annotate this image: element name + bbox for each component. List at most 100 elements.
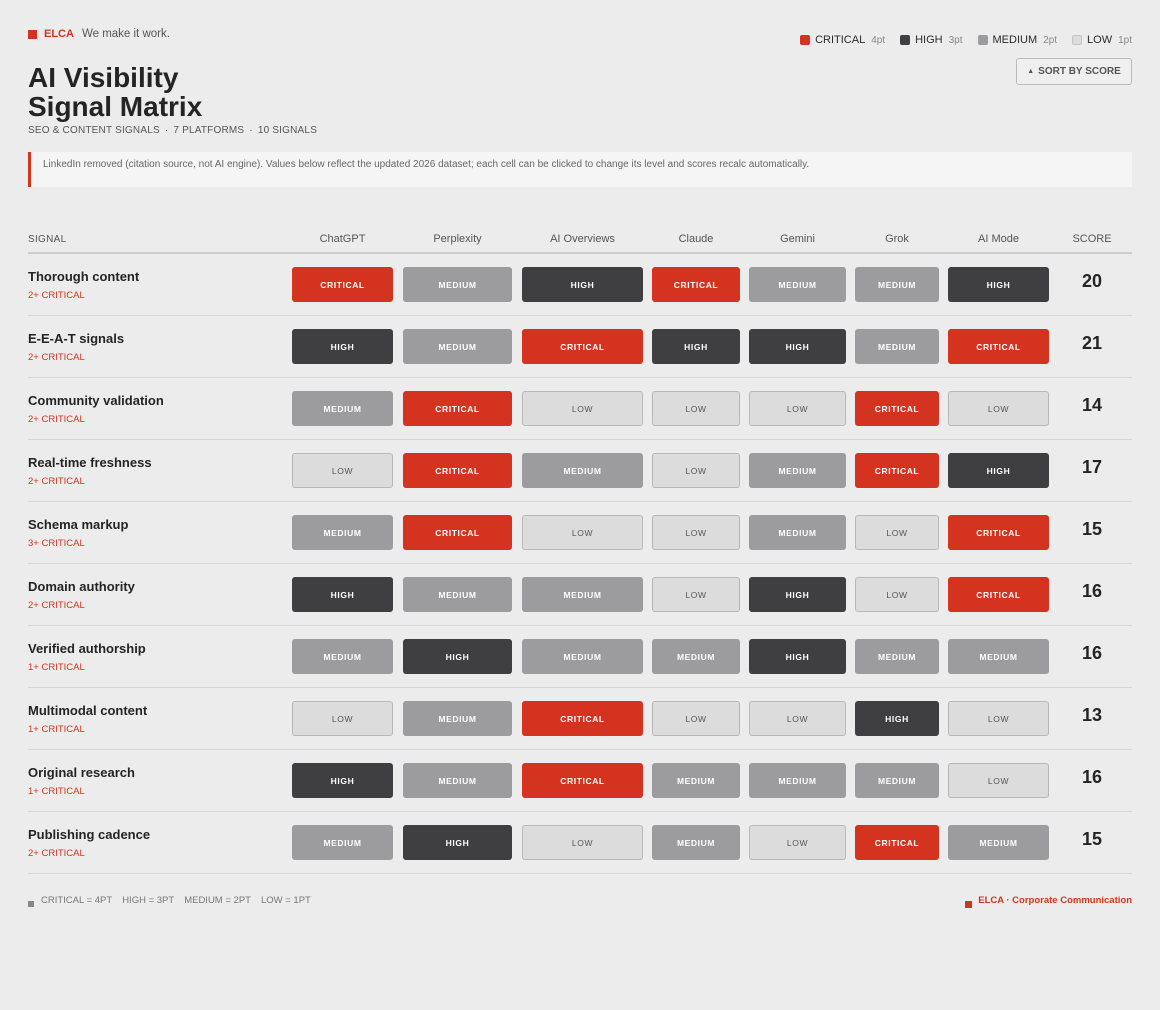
level-cell[interactable]: LOW [522,391,643,426]
legend-label: MEDIUM [992,34,1038,46]
signal-name: Publishing cadence [28,827,151,842]
level-cell[interactable]: MEDIUM [292,639,393,674]
table-body: Thorough content 2+ CRITICAL CRITICAL MEDIU… [28,254,1132,874]
signal-critical-count: 2+ CRITICAL [28,848,85,859]
level-cell[interactable]: HIGH [948,453,1049,488]
level-cell[interactable]: LOW [855,577,939,612]
level-cell[interactable]: LOW [652,701,740,736]
level-cell[interactable]: MEDIUM [948,825,1049,860]
level-cell[interactable]: CRITICAL [403,515,512,550]
legend-label: LOW [1087,34,1113,46]
level-cell[interactable]: MEDIUM [948,639,1049,674]
level-cell[interactable]: LOW [292,701,393,736]
footer-scale-square [28,901,34,907]
signal-score: 15 [1081,829,1103,849]
level-cell[interactable]: MEDIUM [403,577,512,612]
column-header-platform: Gemini [780,233,815,245]
level-cell[interactable]: LOW [652,391,740,426]
table-header: SIGNAL ChatGPT Perplexity AI Overviews Clau… [28,228,1132,254]
level-cell[interactable]: HIGH [403,825,512,860]
sort-by-score-button[interactable]: ▲ SORT BY SCORE [1016,58,1132,85]
level-cell[interactable]: MEDIUM [855,267,939,302]
level-cell[interactable]: MEDIUM [292,515,393,550]
level-cell[interactable]: HIGH [292,329,393,364]
level-cell[interactable]: HIGH [749,639,846,674]
brand-name: ELCA [44,28,74,40]
level-cell[interactable]: MEDIUM [749,515,846,550]
legend-item-high: HIGH 3pt [900,34,963,46]
column-header-platform: ChatGPT [319,233,366,245]
level-cell[interactable]: LOW [652,515,740,550]
level-cell[interactable]: LOW [652,453,740,488]
level-cell[interactable]: CRITICAL [948,515,1049,550]
level-cell[interactable]: HIGH [749,329,846,364]
level-cell[interactable]: MEDIUM [403,763,512,798]
level-cell[interactable]: CRITICAL [403,391,512,426]
level-cell[interactable]: LOW [292,453,393,488]
level-cell[interactable]: LOW [948,701,1049,736]
level-legend: CRITICAL 4pt HIGH 3pt MEDIUM 2pt LOW 1pt [785,34,1132,46]
legend-item-medium: MEDIUM 2pt [977,34,1057,46]
level-cell[interactable]: HIGH [749,577,846,612]
level-cell[interactable]: CRITICAL [403,453,512,488]
level-cell[interactable]: LOW [855,515,939,550]
level-cell[interactable]: LOW [522,825,643,860]
footer-credit-square [965,901,973,908]
level-cell[interactable]: CRITICAL [522,763,643,798]
level-cell[interactable]: CRITICAL [948,577,1049,612]
level-cell[interactable]: LOW [948,391,1049,426]
level-cell[interactable]: CRITICAL [855,391,939,426]
footer-credit: ELCA · Corporate Communication [965,893,1132,908]
level-cell[interactable]: CRITICAL [855,825,939,860]
level-cell[interactable]: MEDIUM [652,639,740,674]
level-cell[interactable]: MEDIUM [749,763,846,798]
sort-arrow-icon: ▲ [1027,68,1035,75]
level-cell[interactable]: MEDIUM [855,763,939,798]
signal-critical-count: 2+ CRITICAL [28,290,85,301]
brand-logo-square [28,29,37,39]
table-row: E-E-A-T signals 2+ CRITICAL HIGH MEDIUM CRIT… [28,316,1132,378]
footer-scale-item: CRITICAL = 4PT [41,894,113,906]
level-cell[interactable]: LOW [749,391,846,426]
level-cell[interactable]: CRITICAL [522,701,643,736]
level-cell[interactable]: CRITICAL [948,329,1049,364]
level-cell[interactable]: MEDIUM [292,825,393,860]
level-cell[interactable]: MEDIUM [855,329,939,364]
level-cell[interactable]: MEDIUM [403,329,512,364]
level-cell[interactable]: CRITICAL [855,453,939,488]
table-row: Multimodal content 1+ CRITICAL LOW MEDIUM CR… [28,688,1132,750]
level-cell[interactable]: MEDIUM [522,577,643,612]
signal-critical-count: 1+ CRITICAL [28,662,85,673]
level-cell[interactable]: MEDIUM [652,763,740,798]
level-cell[interactable]: HIGH [855,701,939,736]
level-cell[interactable]: MEDIUM [522,453,643,488]
level-cell[interactable]: HIGH [948,267,1049,302]
level-cell[interactable]: MEDIUM [749,453,846,488]
level-cell[interactable]: HIGH [403,639,512,674]
level-cell[interactable]: CRITICAL [522,329,643,364]
level-cell[interactable]: LOW [522,515,643,550]
level-cell[interactable]: MEDIUM [652,825,740,860]
level-cell[interactable]: HIGH [522,267,643,302]
legend-swatch [800,35,811,45]
level-cell[interactable]: MEDIUM [855,639,939,674]
level-cell[interactable]: LOW [652,577,740,612]
level-cell[interactable]: MEDIUM [749,267,846,302]
column-header-score[interactable]: SCORE [1072,233,1112,245]
level-cell[interactable]: HIGH [652,329,740,364]
level-cell[interactable]: LOW [948,763,1049,798]
level-cell[interactable]: HIGH [292,763,393,798]
signal-name: Real-time freshness [28,455,152,470]
legend-label: HIGH [915,34,943,46]
signal-matrix-table: SIGNAL ChatGPT Perplexity AI Overviews Clau… [28,228,1132,874]
level-cell[interactable]: MEDIUM [403,267,512,302]
subtitle-signal-count: 10 SIGNALS [257,125,318,136]
level-cell[interactable]: LOW [749,701,846,736]
level-cell[interactable]: MEDIUM [292,391,393,426]
level-cell[interactable]: MEDIUM [403,701,512,736]
level-cell[interactable]: LOW [749,825,846,860]
level-cell[interactable]: CRITICAL [292,267,393,302]
level-cell[interactable]: MEDIUM [522,639,643,674]
level-cell[interactable]: CRITICAL [652,267,740,302]
level-cell[interactable]: HIGH [292,577,393,612]
